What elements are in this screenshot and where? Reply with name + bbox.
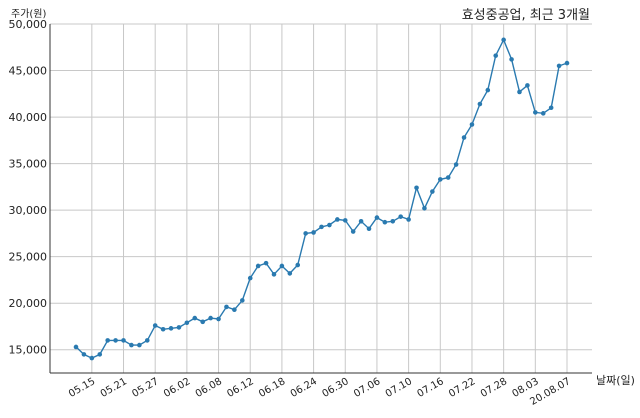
data-point — [548, 105, 554, 111]
data-point — [430, 189, 435, 194]
data-point — [311, 230, 316, 235]
data-point — [556, 63, 562, 69]
y-tick-label: 40,000 — [9, 111, 48, 124]
data-point — [327, 222, 332, 228]
data-point — [414, 185, 419, 191]
data-point — [73, 344, 79, 350]
x-tick-label: 06.12 — [225, 376, 255, 400]
data-point — [168, 326, 174, 331]
y-tick-labels: 15,000 20,000 25,000 30,000 35,000 40,000 45,0… — [9, 18, 48, 357]
data-point — [517, 89, 522, 95]
data-point — [398, 214, 403, 219]
y-tick-label: 50,000 — [9, 18, 48, 31]
axes — [49, 24, 592, 374]
y-tick-label: 15,000 — [9, 344, 48, 357]
data-point — [105, 338, 110, 343]
data-point — [469, 122, 475, 127]
y-tick-label: 35,000 — [9, 158, 48, 171]
grid-lines — [50, 23, 592, 373]
data-point — [97, 352, 103, 357]
data-point — [485, 87, 491, 93]
data-point — [437, 177, 443, 182]
x-tick-label: 06.02 — [162, 376, 192, 400]
x-tick-label: 07.06 — [352, 376, 382, 400]
y-axis-label: 주가(원) — [11, 8, 47, 20]
x-tick-label: 07.10 — [384, 376, 414, 400]
data-point — [445, 175, 451, 180]
data-point — [358, 219, 364, 224]
data-point — [184, 320, 190, 326]
data-point — [374, 215, 380, 220]
x-tick-label: 05.21 — [99, 376, 129, 400]
x-tick-label: 07.22 — [447, 376, 477, 400]
data-point — [382, 219, 388, 225]
data-point — [240, 298, 245, 303]
data-point — [255, 263, 261, 269]
data-point — [144, 338, 150, 343]
data-point — [129, 342, 134, 348]
data-point — [295, 262, 301, 268]
data-point — [113, 338, 118, 343]
data-point — [342, 218, 348, 223]
x-tick-label: 05.15 — [67, 376, 97, 400]
data-point — [224, 304, 229, 310]
data-point — [350, 229, 356, 234]
y-tick-label: 25,000 — [9, 251, 48, 264]
data-point — [152, 323, 158, 328]
data-point — [287, 271, 293, 276]
data-point — [461, 135, 467, 140]
x-tick-label: 06.08 — [194, 376, 224, 400]
data-point — [335, 217, 340, 222]
data-point — [319, 224, 324, 230]
data-point — [208, 315, 213, 321]
data-point — [366, 226, 372, 232]
data-point — [564, 60, 570, 66]
data-point — [279, 263, 285, 269]
data-point — [216, 316, 221, 322]
data-point — [453, 162, 459, 167]
data-point — [493, 53, 499, 58]
data-point — [422, 205, 427, 211]
data-point — [121, 338, 126, 343]
data-point — [406, 217, 411, 222]
price-series — [73, 37, 570, 361]
data-point — [303, 231, 308, 236]
data-point — [540, 111, 546, 116]
data-point — [477, 101, 483, 107]
y-tick-label: 30,000 — [9, 204, 48, 217]
x-tick-label: 06.18 — [257, 376, 287, 400]
x-tick-labels: 05.15 05.21 05.27 06.02 06.08 06.12 06.18 06.24… — [67, 376, 572, 408]
data-point — [232, 307, 237, 313]
data-point — [271, 272, 277, 277]
data-point — [390, 219, 396, 224]
x-tick-label: 07.28 — [479, 376, 509, 400]
data-point — [81, 352, 87, 357]
data-point — [525, 83, 530, 88]
x-tick-label: 05.27 — [130, 376, 160, 400]
data-point — [533, 110, 538, 115]
x-axis-label: 날짜(일) — [596, 373, 635, 387]
data-point — [192, 315, 198, 321]
data-point — [137, 342, 142, 348]
data-point — [200, 319, 206, 325]
data-point — [501, 37, 506, 43]
x-tick-label: 06.24 — [289, 376, 319, 400]
data-point — [247, 275, 253, 281]
x-tick-label: 06.30 — [320, 376, 350, 400]
data-point — [89, 355, 95, 361]
data-point — [509, 57, 514, 62]
chart-title: 효성중공업, 최근 3개월 — [462, 8, 590, 23]
data-point — [263, 260, 269, 266]
series-line — [75, 38, 568, 359]
data-point — [160, 326, 166, 332]
data-point — [176, 325, 182, 330]
y-tick-label: 45,000 — [9, 65, 48, 78]
y-tick-label: 20,000 — [9, 297, 48, 310]
x-tick-label: 07.16 — [415, 376, 445, 400]
